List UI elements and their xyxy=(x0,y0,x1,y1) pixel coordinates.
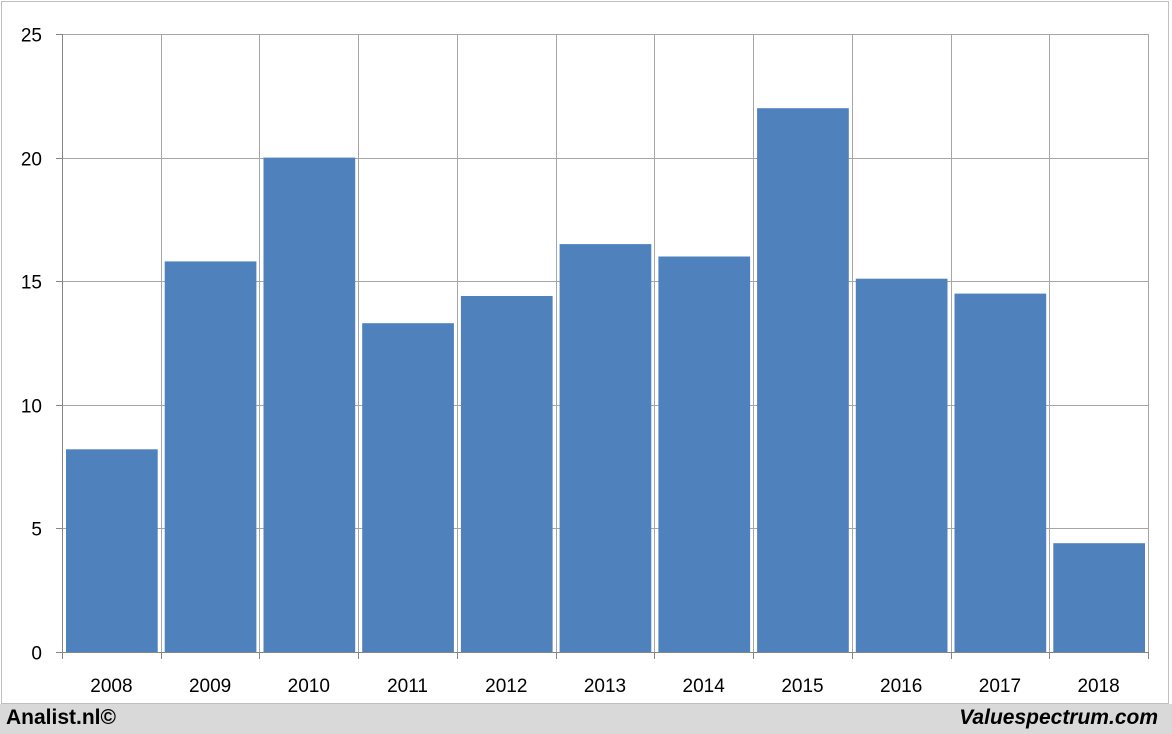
source-credit-right: Valuespectrum.com xyxy=(959,706,1158,729)
y-tick-labels: 0 5 10 15 20 25 xyxy=(21,26,42,665)
x-tick-label: 2010 xyxy=(288,676,330,697)
x-tick-label: 2015 xyxy=(781,676,823,697)
bar-2017 xyxy=(954,293,1047,652)
axes xyxy=(56,34,1149,659)
y-tick-label: 20 xyxy=(21,150,42,171)
x-tick-label: 2009 xyxy=(189,676,231,697)
bar-2016 xyxy=(855,278,948,652)
source-credit-left: Analist.nl© xyxy=(6,706,116,729)
footer-bar: Analist.nl© Valuespectrum.com xyxy=(0,704,1172,734)
bar-2010 xyxy=(263,157,356,652)
bar-2008 xyxy=(66,449,158,652)
x-tick-labels: 2008 2009 2010 2011 2012 2013 2014 2015 2016 2017… xyxy=(90,676,1119,697)
bar-2014 xyxy=(658,256,751,652)
bar-2009 xyxy=(164,261,257,652)
y-tick-label: 25 xyxy=(21,26,42,47)
x-tick-label: 2017 xyxy=(979,676,1021,697)
x-tick-label: 2016 xyxy=(880,676,922,697)
x-tick-label: 2012 xyxy=(485,676,527,697)
y-tick-label: 5 xyxy=(31,520,42,541)
bar-2013 xyxy=(559,244,652,652)
x-tick-label: 2013 xyxy=(584,676,626,697)
bar-2018 xyxy=(1053,543,1145,652)
bars xyxy=(66,108,1145,652)
y-tick-label: 0 xyxy=(31,644,42,665)
bar-2015 xyxy=(757,108,849,652)
x-tick-label: 2014 xyxy=(683,676,726,697)
x-tick-label: 2011 xyxy=(387,676,428,697)
y-tick-label: 10 xyxy=(21,397,42,418)
y-tick-label: 15 xyxy=(21,273,42,294)
x-tick-label: 2008 xyxy=(90,676,132,697)
x-tick-label: 2018 xyxy=(1077,676,1119,697)
bar-2012 xyxy=(460,296,553,652)
bar-2011 xyxy=(362,323,454,652)
